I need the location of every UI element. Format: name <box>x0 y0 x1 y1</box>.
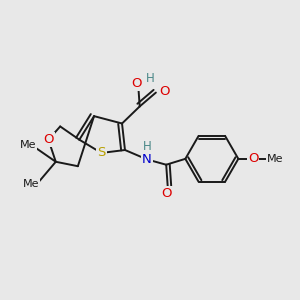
Text: O: O <box>43 133 54 146</box>
Text: O: O <box>248 152 258 165</box>
Text: O: O <box>161 187 171 200</box>
Text: H: H <box>143 140 152 153</box>
Text: S: S <box>97 146 106 159</box>
Text: Me: Me <box>267 154 284 164</box>
Text: N: N <box>142 153 152 166</box>
Text: H: H <box>146 72 154 85</box>
Text: O: O <box>159 85 169 98</box>
Text: O: O <box>131 77 142 90</box>
Text: Me: Me <box>20 140 36 150</box>
Text: Me: Me <box>22 179 39 190</box>
